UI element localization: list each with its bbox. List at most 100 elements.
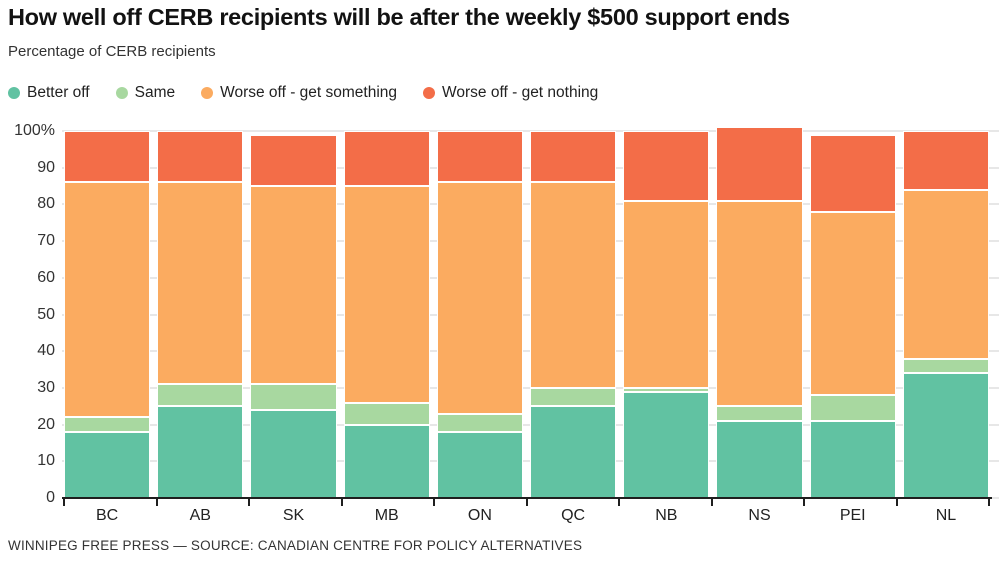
y-tick-label: 70: [37, 232, 55, 250]
source-credit: WINNIPEG FREE PRESS — SOURCE: CANADIAN C…: [8, 538, 583, 553]
bar-segment: [902, 131, 990, 190]
legend-item: Worse off - get something: [201, 84, 397, 102]
bar-segment: [157, 384, 244, 407]
bar-segment: [436, 431, 524, 498]
bar-segment: [716, 420, 803, 498]
bar-QC: [530, 131, 617, 498]
y-tick-label: 80: [37, 195, 55, 213]
bar-segment: [343, 186, 430, 403]
legend: Better off Same Worse off - get something W…: [8, 84, 598, 102]
x-category-label: AB: [189, 507, 211, 524]
x-category-label: NL: [935, 507, 957, 524]
bar-segment: [623, 200, 710, 388]
y-tick-label: 10: [37, 452, 55, 470]
x-tick: [988, 499, 990, 506]
bar-segment: [250, 409, 337, 498]
x-tick: [618, 499, 620, 506]
bar-segment: [716, 127, 803, 201]
bar-segment: [436, 413, 524, 432]
bar-segment: [436, 131, 524, 183]
x-category-label: MB: [374, 507, 399, 524]
plot-area: [62, 127, 999, 499]
bar-segment: [250, 186, 337, 385]
bar-MB: [343, 131, 430, 498]
legend-swatch-icon: [423, 87, 436, 99]
x-category-label: ON: [467, 507, 492, 524]
bar-segment: [623, 387, 710, 392]
bar-segment: [64, 131, 151, 183]
legend-item: Better off: [8, 84, 90, 102]
gridline: [62, 130, 999, 132]
x-category-label: PEI: [839, 507, 866, 524]
legend-label: Worse off - get something: [220, 84, 398, 101]
x-tick: [433, 499, 435, 506]
legend-swatch-icon: [201, 87, 214, 99]
legend-label: Better off: [27, 84, 90, 101]
bar-segment: [436, 182, 524, 414]
bar-BC: [64, 131, 151, 498]
legend-swatch-icon: [115, 87, 128, 99]
bar-segment: [530, 131, 617, 183]
x-tick: [63, 499, 65, 506]
bar-segment: [64, 431, 151, 498]
bar-NS: [716, 127, 803, 498]
y-tick-label: 40: [37, 342, 55, 360]
bar-segment: [716, 200, 803, 407]
bar-segment: [623, 391, 710, 498]
bar-segment: [157, 406, 244, 498]
bar-segment: [902, 373, 990, 498]
y-tick-label: 20: [37, 415, 55, 433]
x-tick: [248, 499, 250, 506]
bar-segment: [343, 424, 430, 498]
x-tick: [525, 499, 528, 506]
bar-segment: [343, 402, 430, 425]
legend-label: Same: [134, 84, 176, 101]
bar-segment: [343, 131, 430, 187]
bars: [64, 127, 990, 498]
y-tick-label: 0: [46, 489, 55, 506]
bar-NB: [623, 131, 710, 498]
bar-segment: [809, 134, 896, 212]
y-tick-label: 50: [37, 305, 55, 323]
x-tick: [340, 499, 343, 506]
x-tick: [895, 499, 898, 506]
bar-segment: [64, 417, 151, 432]
x-category-label: NB: [655, 507, 678, 524]
x-category-label: SK: [282, 507, 305, 524]
y-tick-label: 100%: [14, 122, 55, 139]
x-axis-ticks: [63, 499, 990, 507]
legend-swatch-icon: [8, 87, 20, 99]
y-tick-label: 90: [37, 158, 55, 176]
bar-segment: [809, 395, 896, 421]
bar-segment: [902, 189, 990, 359]
bar-segment: [809, 420, 896, 498]
x-axis-line: [62, 497, 992, 499]
y-tick-label: 60: [37, 268, 55, 286]
bar-segment: [157, 182, 244, 385]
bar-segment: [716, 406, 803, 421]
chart-subtitle: Percentage of CERB recipients: [8, 43, 216, 60]
bar-segment: [250, 134, 337, 187]
bar-SK: [250, 134, 337, 498]
x-tick: [155, 499, 158, 506]
bar-NL: [902, 131, 990, 498]
x-tick: [803, 499, 805, 506]
chart-title: How well off CERB recipients will be aft…: [8, 4, 790, 30]
bar-ON: [436, 131, 524, 498]
bar-segment: [64, 182, 151, 418]
bar-segment: [809, 211, 896, 396]
bar-segment: [623, 131, 710, 201]
bar-segment: [530, 182, 617, 388]
legend-label: Worse off - get nothing: [442, 84, 599, 101]
x-category-label: QC: [561, 507, 586, 524]
legend-item: Same: [115, 84, 176, 102]
bar-segment: [157, 131, 244, 183]
x-axis-labels: BC AB SK MB ON QC NB NS PEI NL: [64, 507, 989, 525]
x-category-label: BC: [95, 507, 119, 524]
bar-segment: [902, 358, 990, 374]
bar-segment: [530, 387, 617, 407]
x-category-label: NS: [748, 507, 771, 524]
bar-segment: [530, 406, 617, 498]
bar-AB: [157, 131, 244, 498]
